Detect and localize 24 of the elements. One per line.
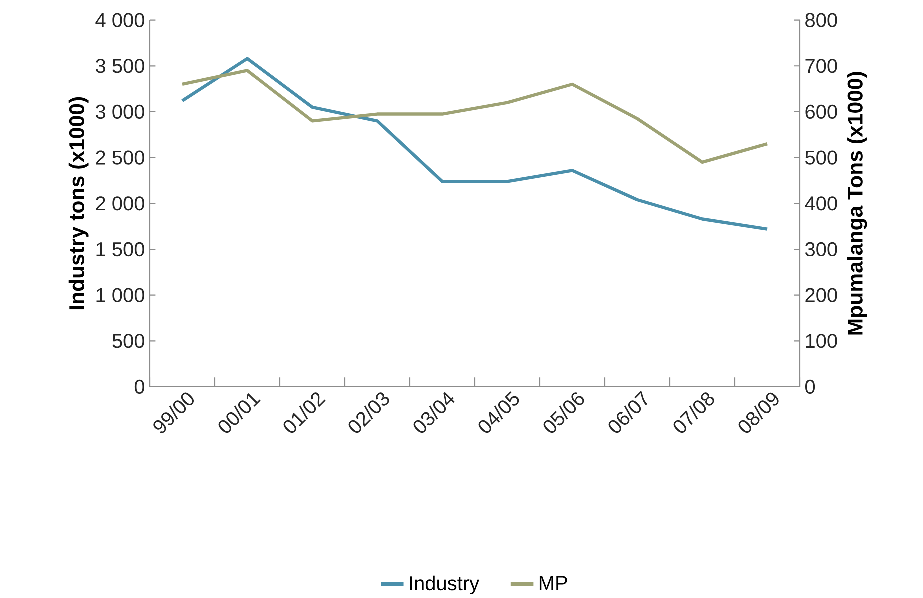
y-axis-title: Industry tons (x1000) <box>68 98 89 310</box>
y-tick-label: 2 000 <box>96 196 144 211</box>
y2-tick-label: 100 <box>806 334 838 348</box>
y-tick-label: 4 000 <box>96 13 144 28</box>
line-series <box>180 69 770 164</box>
y2-tick-label: 700 <box>806 59 838 74</box>
y-tick-label: 1 000 <box>96 288 144 303</box>
y2-tick-label: 600 <box>806 105 838 120</box>
y2-tick-label: 400 <box>805 196 838 211</box>
y-tick-label: 3 500 <box>96 59 144 74</box>
y2-tick-label: 500 <box>806 150 838 166</box>
y2-tick-label: 800 <box>806 13 838 28</box>
y-tick-label: 2 500 <box>96 150 144 166</box>
y2-tick-label: 200 <box>806 288 838 303</box>
legend-label: Industry <box>410 576 480 595</box>
y2-tick-label: 0 <box>806 380 816 394</box>
y-tick-label: 3 000 <box>96 105 144 120</box>
y-tick-label: 0 <box>134 380 144 394</box>
y-tick-label: 500 <box>112 334 144 348</box>
y-tick-label: 1 500 <box>96 242 144 257</box>
line-series <box>180 57 770 232</box>
y2-tick-label: 300 <box>805 242 838 257</box>
y2-axis-title: Mpumalanga Tons (x1000) <box>847 72 868 335</box>
legend-label: MP <box>540 576 568 590</box>
